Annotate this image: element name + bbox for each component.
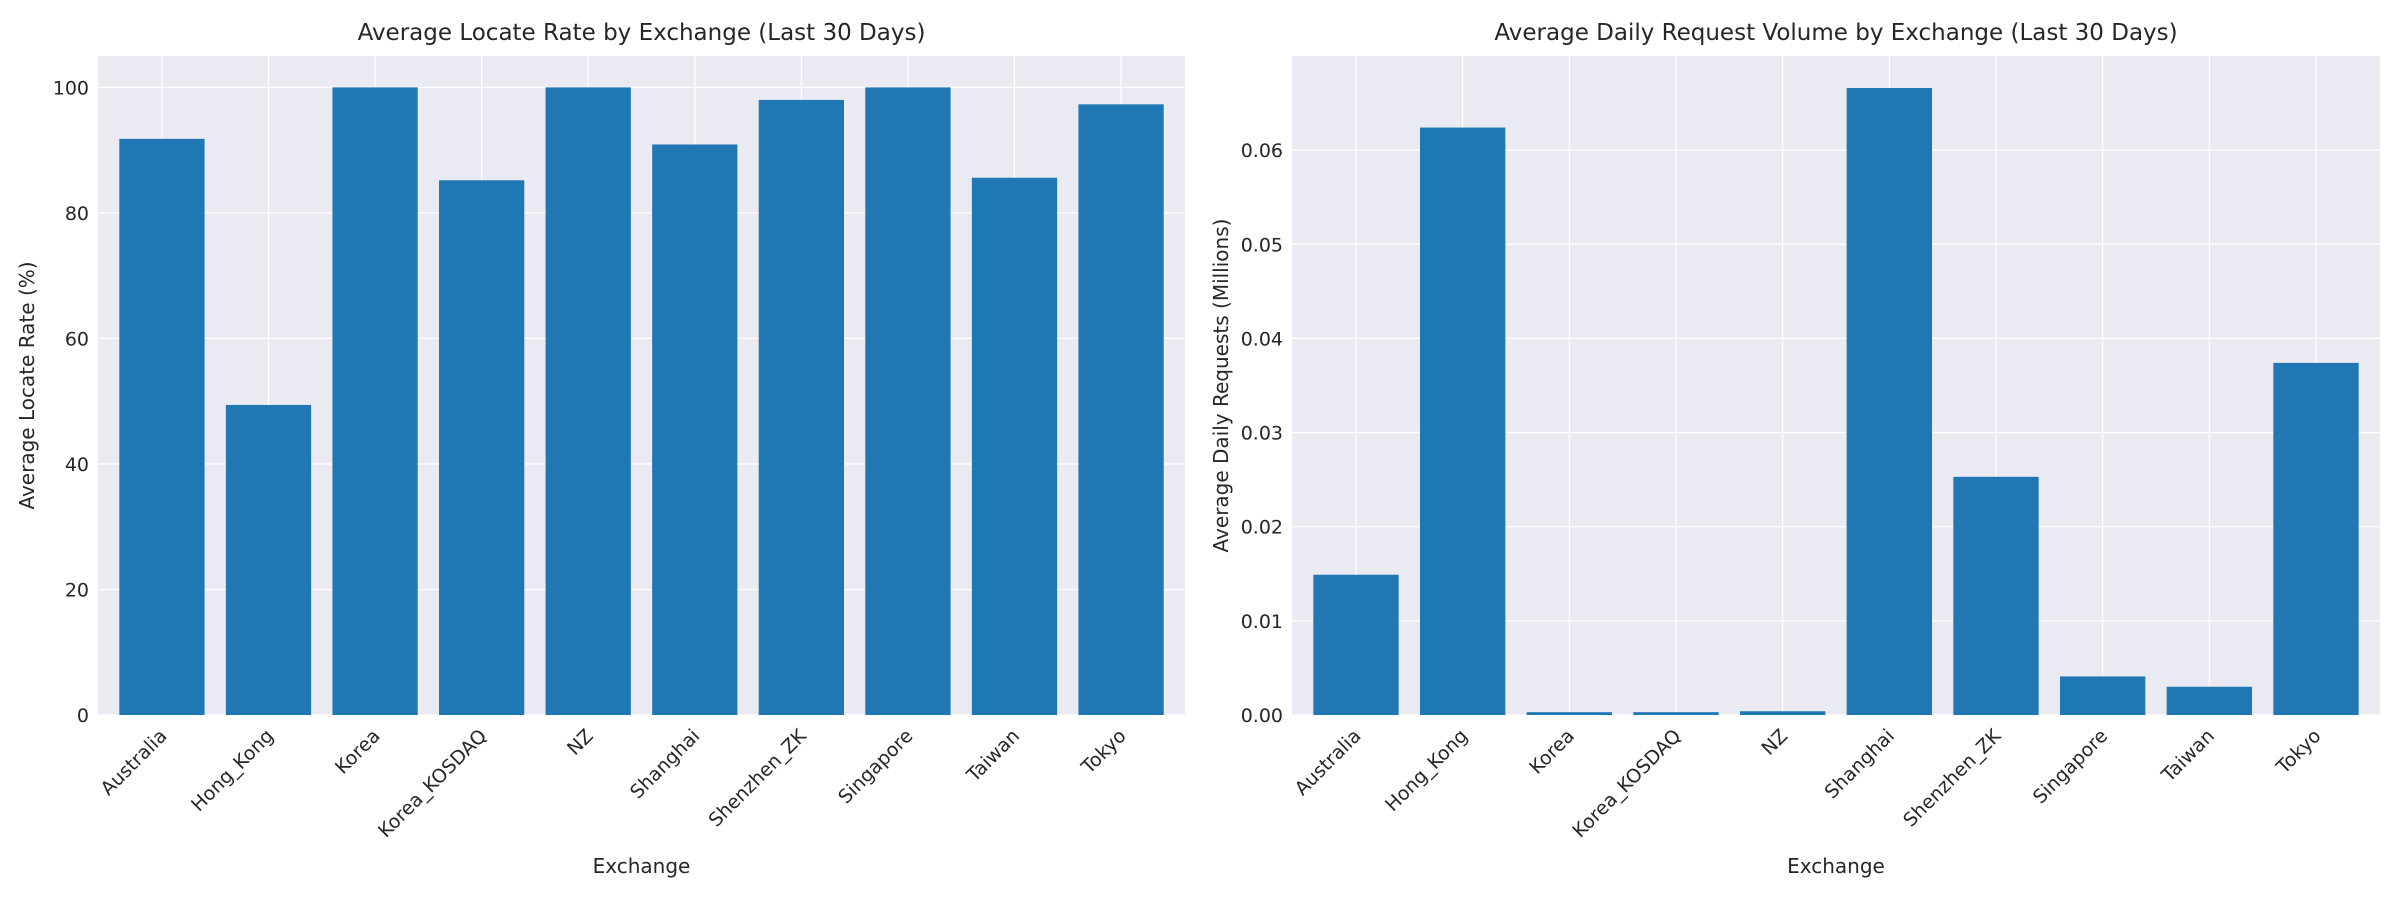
x-tick-label: NZ (563, 725, 598, 760)
y-tick-label: 0.01 (1241, 611, 1283, 633)
y-tick-label: 60 (65, 328, 89, 350)
bar-singapore (2060, 676, 2146, 715)
bar-shenzhen-zk (1953, 476, 2039, 715)
y-tick-label: 0.02 (1241, 517, 1283, 539)
x-tick-label: Korea_KOSDAQ (374, 725, 491, 842)
x-tick-label: Hong_Kong (1381, 725, 1472, 816)
bar-hong-kong (225, 404, 312, 715)
y-tick-label: 0.06 (1241, 140, 1283, 162)
x-axis-label: Exchange (593, 854, 691, 878)
x-axis-label: Exchange (1787, 854, 1885, 878)
x-tick-label: Shanghai (1821, 725, 1899, 803)
y-tick-label: 0.03 (1241, 423, 1283, 445)
bar-singapore (865, 87, 951, 715)
y-tick-label: 80 (65, 203, 89, 225)
x-tick-label: Singapore (834, 725, 917, 808)
x-tick-label: Hong_Kong (187, 725, 278, 816)
x-tick-label: Singapore (2029, 725, 2112, 808)
y-tick-label: 40 (65, 454, 89, 476)
y-tick-label: 20 (65, 579, 89, 601)
x-tick-label: Australia (1291, 725, 1366, 800)
bar-korea (332, 87, 418, 715)
x-tick-label: Tokyo (1077, 725, 1131, 779)
y-tick-label: 0.00 (1241, 705, 1283, 727)
x-tick-label: Shenzhen_ZK (1899, 725, 2006, 832)
x-tick-label: Korea (1525, 725, 1579, 779)
bar-australia (119, 138, 205, 716)
bar-taiwan (971, 177, 1058, 715)
bar-nz (1740, 711, 1826, 715)
y-axis-label: Average Locate Rate (%) (15, 261, 39, 509)
bar-korea (1526, 712, 1612, 715)
bar-australia (1313, 574, 1399, 715)
x-tick-label: Shenzhen_ZK (704, 725, 811, 832)
bar-korea-kosdaq (439, 180, 525, 716)
bar-hong-kong (1420, 127, 1506, 715)
x-tick-label: NZ (1757, 725, 1792, 760)
y-tick-label: 0.05 (1241, 234, 1283, 256)
x-tick-label: Korea_KOSDAQ (1568, 725, 1685, 842)
x-tick-label: Tokyo (2272, 725, 2326, 779)
chart-title: Average Locate Rate by Exchange (Last 30… (358, 20, 926, 46)
locate-rate-chart: 0 20 40 60 80 100 Australia Hong_Kong KoreaKorea… (15, 20, 1185, 878)
x-tick-label: Korea (331, 725, 385, 779)
y-axis-label: Average Daily Requests (Millions) (1209, 219, 1233, 553)
chart-title: Average Daily Request Volume by Exchange… (1494, 20, 2177, 46)
x-tick-label: Taiwan (2157, 725, 2219, 787)
x-tick-label: Australia (96, 725, 171, 800)
bar-nz (545, 87, 631, 715)
x-tick-label: Shanghai (626, 725, 704, 803)
bar-korea-kosdaq (1633, 712, 1719, 715)
x-tick-label: Taiwan (962, 725, 1024, 787)
bar-shanghai (652, 144, 738, 716)
y-tick-label: 0.04 (1241, 328, 1283, 350)
request-volume-chart: 0.00 0.01 0.02 0.03 0.04 0.05 0.06 Australia Hon… (1209, 20, 2380, 878)
y-tick-label: 100 (53, 77, 89, 99)
bar-tokyo (2273, 362, 2359, 715)
bar-shanghai (1846, 88, 1932, 716)
bar-taiwan (2166, 686, 2252, 715)
bar-shenzhen-zk (758, 99, 844, 715)
y-tick-label: 0 (77, 705, 89, 727)
bar-tokyo (1078, 104, 1164, 716)
